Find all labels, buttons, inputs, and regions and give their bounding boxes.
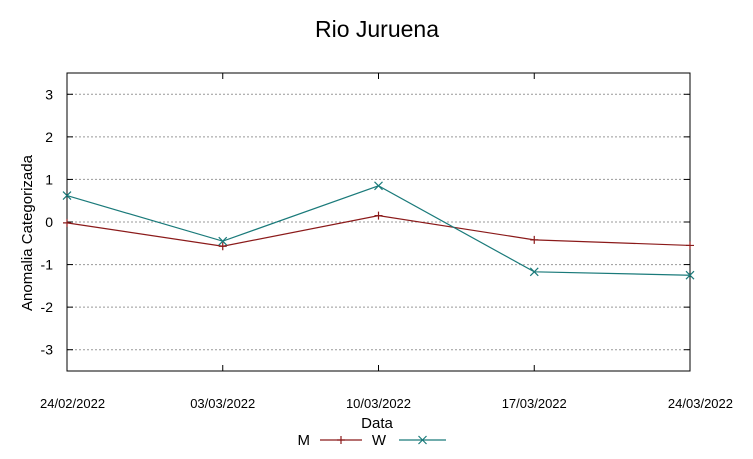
x-axis-label: Data [361, 415, 393, 432]
legend-label-m: M [298, 432, 311, 449]
y-axis-label: Anomalia Categorizada [19, 154, 36, 311]
data-point-w [685, 270, 695, 280]
data-point-m [218, 242, 227, 251]
series-line-w [66, 185, 691, 276]
y-tick-label: 2 [45, 129, 53, 145]
x-tick-label: 24/03/2022 [668, 396, 733, 411]
data-point-m [63, 218, 71, 227]
y-tick-label: 3 [45, 86, 53, 102]
series-line-m [66, 215, 691, 247]
y-axis-ticks: 3 2 1 0 -1 -2 -3 [41, 86, 690, 358]
data-point-m [686, 241, 694, 250]
data-point-m [374, 211, 383, 220]
data-point-w [529, 267, 539, 277]
legend-marker-w [418, 435, 427, 445]
y-tick-label: -2 [41, 299, 54, 315]
y-tick-label: -1 [41, 257, 54, 273]
data-point-w [218, 236, 228, 246]
data-point-w [62, 191, 72, 201]
chart-title: Rio Juruena [315, 16, 439, 42]
x-tick-label: 17/03/2022 [502, 396, 567, 411]
series-layer [62, 181, 695, 280]
x-tick-label: 10/03/2022 [346, 396, 411, 411]
y-tick-label: -3 [41, 342, 54, 358]
x-tick-label: 03/03/2022 [190, 396, 255, 411]
y-tick-label: 0 [45, 214, 53, 230]
grid-lines [67, 93, 690, 351]
x-tick-label: 24/02/2022 [40, 396, 105, 411]
data-point-w [374, 181, 383, 191]
legend-marker-m [337, 436, 345, 444]
x-axis-ticks: 24/02/2022 03/03/2022 10/03/2022 17/03/2022… [40, 73, 733, 411]
legend-label-w: W [372, 432, 387, 449]
y-tick-label: 1 [45, 171, 53, 187]
data-point-m [530, 235, 539, 244]
